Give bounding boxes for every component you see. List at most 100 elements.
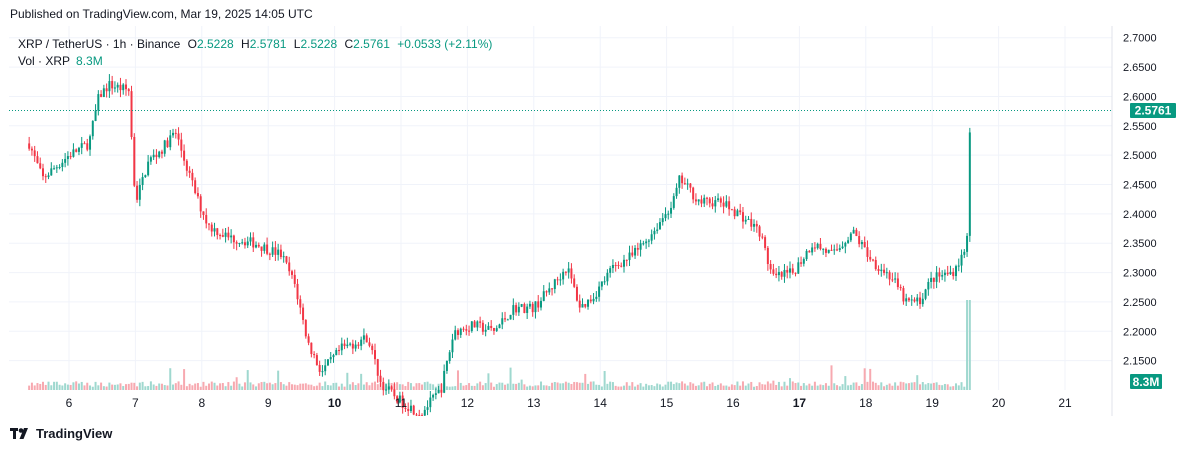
volume-bar	[794, 382, 797, 390]
volume-bar	[86, 382, 89, 390]
candle-body	[462, 328, 465, 330]
candle-body	[94, 110, 97, 121]
volume-bar	[894, 382, 897, 390]
volume-bar	[64, 383, 67, 390]
candle-body	[800, 262, 803, 264]
candle-body	[393, 389, 396, 397]
volume-bar	[537, 385, 540, 390]
volume-bar	[816, 385, 819, 390]
candle-body	[670, 207, 673, 214]
candle-body	[407, 408, 410, 412]
volume-bar	[498, 382, 501, 390]
volume-bar	[777, 381, 780, 390]
volume-bar	[775, 384, 778, 390]
candle-body	[705, 197, 708, 199]
volume-bar	[58, 384, 61, 390]
published-note: Published on TradingView.com, Mar 19, 20…	[10, 7, 313, 21]
volume-bar	[603, 371, 606, 390]
volume-bar	[274, 383, 277, 390]
candle-body	[775, 273, 778, 276]
candle-body	[357, 344, 360, 346]
volume-bar	[841, 384, 844, 390]
volume-bar	[194, 383, 197, 390]
x-tick-label: 10	[328, 396, 342, 410]
volume-bar	[670, 381, 673, 390]
volume-bar	[299, 383, 302, 390]
candle-body	[833, 249, 836, 251]
symbol-title[interactable]: XRP / TetherUS · 1h · Binance	[18, 37, 181, 51]
volume-bar	[332, 383, 335, 390]
candle-body	[794, 272, 797, 274]
volume-bar	[94, 381, 97, 390]
candle-body	[816, 243, 819, 249]
volume-bar	[249, 382, 252, 390]
volume-bar	[293, 384, 296, 390]
volume-bars	[28, 300, 971, 390]
candle-body	[97, 94, 100, 111]
volume-bar	[277, 370, 280, 390]
candle-body	[152, 154, 155, 158]
x-tick-label: 18	[859, 396, 873, 410]
volume-bar	[813, 381, 816, 390]
volume-title[interactable]: Vol · XRP	[18, 54, 71, 68]
volume-bar	[722, 385, 725, 390]
candle-body	[567, 268, 570, 273]
volume-bar	[340, 383, 343, 390]
volume-bar	[625, 382, 628, 390]
candle-body	[689, 183, 692, 188]
volume-bar	[622, 385, 625, 390]
volume-bar	[938, 384, 941, 390]
candle-body	[498, 324, 501, 329]
candle-body	[30, 148, 33, 151]
candle-body	[191, 172, 194, 181]
candle-body	[401, 395, 404, 408]
volume-bar	[700, 382, 703, 390]
volume-bar	[534, 385, 537, 390]
volume-bar	[954, 383, 957, 390]
volume-bar	[827, 385, 830, 390]
x-axis-labels: 6 7 8 9 10 11 12 13 14 15 16 17 18 19 20 21	[66, 396, 1072, 410]
volume-bar	[661, 386, 664, 390]
candle-body	[169, 135, 172, 148]
volume-label: 8.3M	[1133, 375, 1160, 389]
candle-body	[611, 264, 614, 269]
volume-bar	[664, 384, 667, 390]
volume-bar	[769, 383, 772, 390]
volume-bar	[232, 381, 235, 390]
candle-body	[155, 154, 158, 158]
candle-body	[736, 210, 739, 217]
volume-bar	[634, 386, 637, 390]
x-tick-label: 6	[66, 396, 73, 410]
volume-bar	[849, 384, 852, 390]
candle-body	[758, 226, 761, 237]
candle-body	[241, 242, 244, 244]
candle-body	[66, 156, 69, 160]
volume-bar	[138, 382, 141, 390]
candle-body	[412, 405, 415, 415]
candle-body	[492, 327, 495, 331]
volume-bar	[822, 385, 825, 390]
candle-body	[916, 297, 919, 302]
candle-body	[764, 237, 767, 248]
price-chart[interactable]: 2.1500 2.2000 2.2500 2.3000 2.3500 2.4000 2.45…	[9, 26, 1185, 416]
volume-bar	[490, 382, 493, 390]
volume-bar	[111, 384, 114, 390]
volume-bar	[130, 382, 133, 390]
volume-bar	[504, 384, 507, 390]
candle-body	[750, 218, 753, 227]
volume-bar	[429, 383, 432, 390]
volume-bar	[678, 383, 681, 390]
volume-bar	[456, 370, 459, 390]
volume-bar	[783, 381, 786, 390]
volume-bar	[423, 382, 426, 390]
candle-body	[44, 176, 47, 178]
tradingview-brand[interactable]: TradingView	[10, 426, 112, 441]
volume-bar	[592, 381, 595, 390]
volume-bar	[847, 385, 850, 390]
candle-body	[58, 167, 61, 169]
volume-bar	[371, 382, 374, 390]
candle-body	[894, 278, 897, 280]
candle-body	[177, 133, 180, 140]
candle-body	[360, 339, 363, 346]
candle-body	[634, 247, 637, 256]
